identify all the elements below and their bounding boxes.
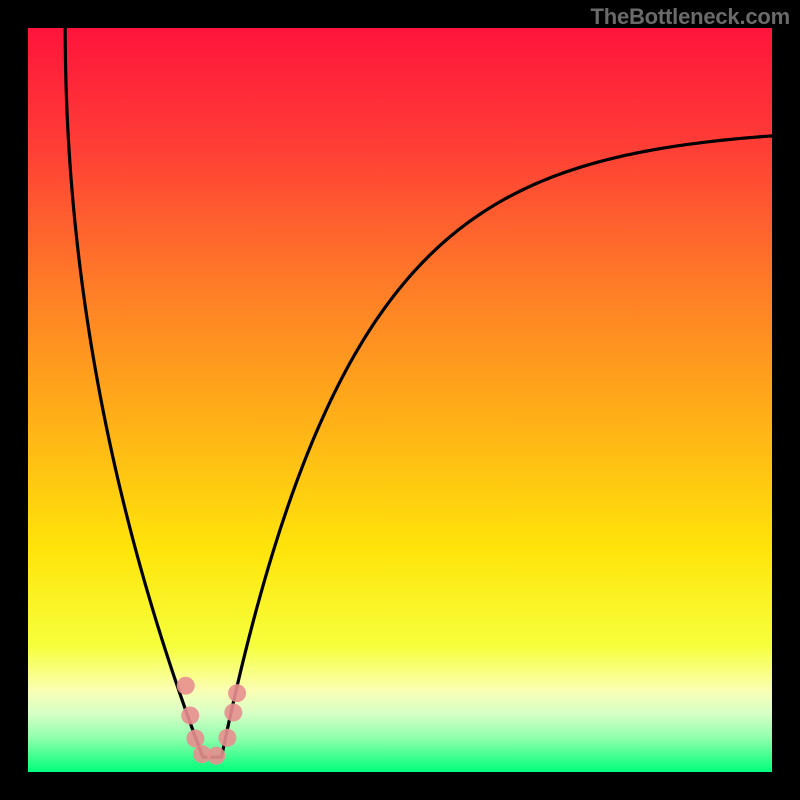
data-marker — [181, 706, 199, 724]
watermark-text: TheBottleneck.com — [590, 4, 790, 30]
data-marker — [177, 677, 195, 695]
chart-container: TheBottleneck.com — [0, 0, 800, 800]
data-marker — [224, 703, 242, 721]
data-marker — [186, 730, 204, 748]
data-marker — [218, 729, 236, 747]
data-marker — [207, 747, 225, 765]
gradient-bg — [28, 28, 772, 772]
data-marker — [228, 684, 246, 702]
bottleneck-plot — [0, 0, 800, 800]
